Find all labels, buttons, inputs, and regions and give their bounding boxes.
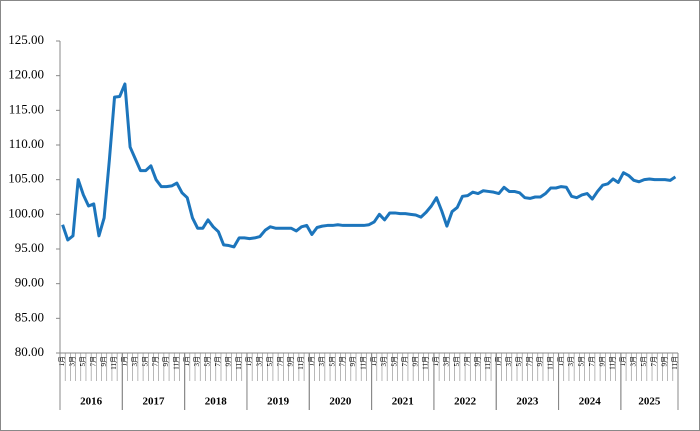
x-tick-label: 1月 [494, 356, 502, 367]
x-tick-label: 7月 [276, 356, 284, 367]
x-tick-label: 5月 [266, 356, 274, 367]
x-tick-label: 5月 [328, 356, 336, 367]
x-tick-label: 3月 [443, 356, 451, 367]
x-tick-label: 7月 [401, 356, 409, 367]
x-tick-label: 1月 [58, 356, 66, 367]
x-tick-label: 9月 [661, 356, 669, 367]
x-tick-label: 9月 [411, 356, 419, 367]
x-tick-label: 3月 [505, 356, 513, 367]
x-tick-label: 1月 [183, 356, 191, 367]
x-tick-label: 11月 [484, 356, 492, 370]
y-tick-label: 120.00 [8, 67, 44, 82]
x-tick-label: 9月 [474, 356, 482, 367]
x-tick-label: 1月 [245, 356, 253, 367]
year-label: 2024 [579, 396, 602, 408]
x-tick-label: 9月 [224, 356, 232, 367]
y-tick-label: 115.00 [9, 101, 44, 116]
x-tick-label: 5月 [204, 356, 212, 367]
x-tick-label: 3月 [256, 356, 264, 367]
x-tick-label: 1月 [307, 356, 315, 367]
x-tick-label: 3月 [567, 356, 575, 367]
x-tick-label: 7月 [89, 356, 97, 367]
x-tick-label: 3月 [131, 356, 139, 367]
x-tick-label: 11月 [422, 356, 430, 370]
y-tick-label: 90.00 [15, 275, 44, 290]
x-tick-label: 7月 [463, 356, 471, 367]
x-tick-label: 7月 [650, 356, 658, 367]
x-tick-label: 5月 [391, 356, 399, 367]
x-tick-label: 3月 [69, 356, 77, 367]
y-tick-label: 85.00 [15, 309, 44, 324]
x-tick-label: 11月 [110, 356, 118, 370]
year-label: 2019 [267, 396, 290, 408]
year-label: 2016 [80, 396, 103, 408]
x-tick-label: 1月 [432, 356, 440, 367]
x-tick-label: 9月 [100, 356, 108, 367]
year-label: 2017 [142, 396, 165, 408]
year-label: 2020 [329, 396, 352, 408]
y-tick-label: 110.00 [9, 136, 44, 151]
x-tick-label: 3月 [318, 356, 326, 367]
x-tick-label: 3月 [380, 356, 388, 367]
x-tick-label: 11月 [235, 356, 243, 370]
x-tick-label: 9月 [598, 356, 606, 367]
x-tick-label: 5月 [79, 356, 87, 367]
x-tick-label: 11月 [359, 356, 367, 370]
x-tick-label: 9月 [287, 356, 295, 367]
x-tick-label: 3月 [629, 356, 637, 367]
y-tick-label: 105.00 [8, 171, 44, 186]
x-tick-label: 7月 [588, 356, 596, 367]
year-label: 2023 [516, 396, 539, 408]
x-tick-label: 9月 [162, 356, 170, 367]
x-tick-label: 9月 [536, 356, 544, 367]
y-tick-label: 80.00 [15, 344, 44, 359]
x-tick-label: 9月 [349, 356, 357, 367]
year-label: 2021 [392, 396, 414, 408]
x-tick-label: 5月 [141, 356, 149, 367]
x-tick-label: 7月 [526, 356, 534, 367]
x-tick-label: 5月 [515, 356, 523, 367]
x-tick-label: 7月 [214, 356, 222, 367]
y-tick-label: 95.00 [15, 240, 44, 255]
data-line [61, 82, 677, 249]
x-tick-label: 7月 [339, 356, 347, 367]
y-tick-label: 100.00 [8, 205, 44, 220]
x-tick-label: 1月 [121, 356, 129, 367]
x-tick-label: 5月 [453, 356, 461, 367]
x-tick-label: 11月 [172, 356, 180, 370]
x-tick-label: 1月 [619, 356, 627, 367]
x-tick-label: 11月 [671, 356, 679, 370]
y-tick-label: 125.00 [8, 32, 44, 47]
x-tick-label: 1月 [557, 356, 565, 367]
year-label: 2022 [454, 396, 477, 408]
x-tick-label: 5月 [640, 356, 648, 367]
x-tick-label: 1月 [370, 356, 378, 367]
year-label: 2025 [638, 396, 661, 408]
x-tick-label: 11月 [546, 356, 554, 370]
x-tick-label: 11月 [297, 356, 305, 370]
x-tick-label: 5月 [578, 356, 586, 367]
year-label: 2018 [205, 396, 228, 408]
x-tick-label: 3月 [193, 356, 201, 367]
x-tick-label: 11月 [609, 356, 617, 370]
x-tick-label: 7月 [152, 356, 160, 367]
